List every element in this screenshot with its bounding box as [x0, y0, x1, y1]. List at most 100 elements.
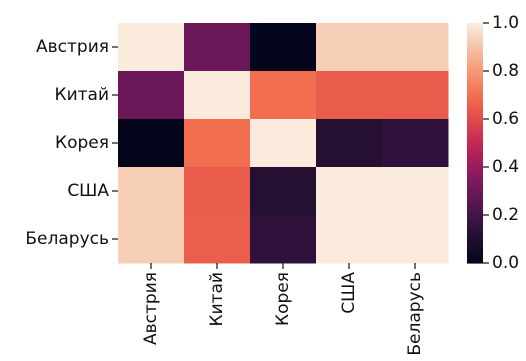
colorbar-slice-19	[467, 61, 483, 64]
heatmap-cell-2-4	[382, 119, 449, 168]
colorbar-slice-100	[467, 223, 483, 226]
heatmap-cell-4-2	[250, 215, 317, 264]
colorbar-slice-16	[467, 55, 483, 58]
colorbar-slice-36	[467, 95, 483, 98]
colorbar-slice-51	[467, 125, 483, 128]
colorbar-slice-117	[467, 257, 483, 260]
colorbar-slice-66	[467, 155, 483, 158]
heatmap-cell-2-3	[316, 119, 383, 168]
colorbar-slice-69	[467, 161, 483, 164]
colorbar-slice-72	[467, 167, 483, 170]
colorbar-slice-75	[467, 173, 483, 176]
colorbar-slice-113	[467, 249, 483, 252]
heatmap-cell-2-2	[250, 119, 317, 168]
colorbar-slice-41	[467, 105, 483, 108]
colorbar-slice-118	[467, 259, 483, 262]
colorbar-slice-99	[467, 221, 483, 224]
colorbar-slice-18	[467, 59, 483, 62]
x-tick-label-3: США	[339, 272, 359, 314]
colorbar-slice-1	[467, 25, 483, 28]
colorbar-slice-88	[467, 199, 483, 202]
heatmap-cell-0-0	[118, 23, 185, 72]
colorbar-slice-12	[467, 47, 483, 50]
colorbar-slice-82	[467, 187, 483, 190]
colorbar-slice-97	[467, 217, 483, 220]
colorbar-slice-102	[467, 227, 483, 230]
heatmap-cell-1-0	[118, 71, 185, 120]
colorbar-slice-110	[467, 243, 483, 246]
heatmap-cell-4-1	[184, 215, 251, 264]
colorbar-slice-15	[467, 53, 483, 56]
heatmap-cell-1-1	[184, 71, 251, 120]
colorbar-slice-43	[467, 109, 483, 112]
colorbar-slice-61	[467, 145, 483, 148]
colorbar-slice-52	[467, 127, 483, 130]
y-tick-label-1: Китай	[55, 85, 110, 105]
colorbar-slice-7	[467, 37, 483, 40]
colorbar-slice-28	[467, 79, 483, 82]
colorbar-slice-90	[467, 203, 483, 206]
colorbar-slice-83	[467, 189, 483, 192]
colorbar-slice-49	[467, 121, 483, 124]
colorbar-slice-92	[467, 207, 483, 210]
colorbar-slice-50	[467, 123, 483, 126]
y-tick-label-3: США	[67, 181, 109, 201]
colorbar-slice-114	[467, 251, 483, 254]
colorbar-slice-73	[467, 169, 483, 172]
heatmap-cell-2-0	[118, 119, 185, 168]
heatmap-cell-1-2	[250, 71, 317, 120]
colorbar-slice-10	[467, 43, 483, 46]
colorbar-tick-label-4: 0.8	[492, 61, 519, 81]
colorbar-slice-96	[467, 215, 483, 218]
colorbar-slice-65	[467, 153, 483, 156]
colorbar-slice-85	[467, 193, 483, 196]
colorbar-slice-109	[467, 241, 483, 244]
colorbar-slice-29	[467, 81, 483, 84]
colorbar-slice-33	[467, 89, 483, 92]
heatmap-cell-1-3	[316, 71, 383, 120]
colorbar-slice-86	[467, 195, 483, 198]
heatmap-cell-3-2	[250, 167, 317, 216]
colorbar-slice-84	[467, 191, 483, 194]
colorbar-slice-26	[467, 75, 483, 78]
colorbar-slice-78	[467, 179, 483, 182]
colorbar-slice-94	[467, 211, 483, 214]
colorbar-slice-39	[467, 101, 483, 104]
colorbar-slice-116	[467, 255, 483, 258]
x-tick-label-4: Беларусь	[405, 272, 425, 356]
colorbar-slice-40	[467, 103, 483, 106]
colorbar-slice-60	[467, 143, 483, 146]
colorbar-slice-111	[467, 245, 483, 248]
colorbar-slice-8	[467, 39, 483, 42]
colorbar-slice-74	[467, 171, 483, 174]
colorbar-slice-47	[467, 117, 483, 120]
colorbar-slice-0	[467, 23, 483, 26]
colorbar-slice-119	[467, 261, 483, 264]
x-tick-label-1: Китай	[207, 272, 227, 327]
colorbar-slice-80	[467, 183, 483, 186]
colorbar-slice-76	[467, 175, 483, 178]
colorbar-slice-31	[467, 85, 483, 88]
colorbar-slice-106	[467, 235, 483, 238]
colorbar-tick-label-3: 0.6	[492, 109, 519, 129]
colorbar-slice-9	[467, 41, 483, 44]
colorbar-slice-44	[467, 111, 483, 114]
colorbar-slice-56	[467, 135, 483, 138]
colorbar-slice-4	[467, 31, 483, 34]
colorbar-slice-77	[467, 177, 483, 180]
colorbar-slice-93	[467, 209, 483, 212]
colorbar-slice-98	[467, 219, 483, 222]
colorbar-slice-27	[467, 77, 483, 80]
colorbar-slice-3	[467, 29, 483, 32]
colorbar-slice-58	[467, 139, 483, 142]
colorbar-slice-55	[467, 133, 483, 136]
colorbar-slice-57	[467, 137, 483, 140]
colorbar-slice-2	[467, 27, 483, 30]
colorbar-slice-59	[467, 141, 483, 144]
heatmap-cell-3-3	[316, 167, 383, 216]
colorbar-slice-89	[467, 201, 483, 204]
colorbar-tick-label-1: 0.2	[492, 205, 519, 225]
colorbar-slice-25	[467, 73, 483, 76]
